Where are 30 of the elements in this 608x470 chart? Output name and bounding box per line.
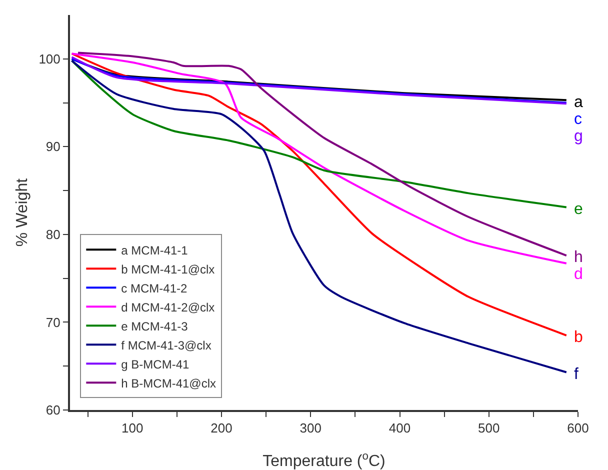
x-tick-label: 600 bbox=[567, 420, 589, 436]
legend-label: g B-MCM-41 bbox=[121, 357, 190, 372]
legend-label: f MCM-41-3@clx bbox=[121, 338, 212, 352]
y-tick-label: 100 bbox=[38, 51, 60, 66]
legend-label: e MCM-41-3 bbox=[121, 319, 188, 334]
x-tick-label: 500 bbox=[478, 420, 500, 436]
annotation: d bbox=[574, 266, 583, 283]
x-tick-label: 400 bbox=[388, 420, 411, 436]
x-tick-label: 300 bbox=[300, 420, 322, 436]
annotation: g bbox=[574, 128, 583, 145]
y-tick-label: 90 bbox=[46, 139, 60, 154]
y-tick-label: 80 bbox=[46, 226, 60, 242]
annotation: h bbox=[574, 249, 583, 266]
x-tick-label: 200 bbox=[210, 420, 232, 436]
legend-label: c MCM-41-2 bbox=[121, 281, 188, 296]
annotation: a bbox=[574, 94, 583, 111]
annotation: b bbox=[574, 329, 583, 346]
legend-label: a MCM-41-1 bbox=[121, 243, 188, 258]
line-series bbox=[70, 60, 568, 208]
annotation: c bbox=[574, 111, 582, 128]
legend-label: d MCM-41-2@clx bbox=[121, 300, 215, 314]
y-tick-label: 70 bbox=[46, 314, 60, 330]
annotation: f bbox=[574, 366, 579, 383]
annotation: e bbox=[574, 201, 583, 218]
legend-label: h B-MCM-41@clx bbox=[121, 376, 216, 390]
legend-label: b MCM-41-1@clx bbox=[121, 262, 215, 276]
x-tick-label: 100 bbox=[122, 420, 144, 436]
y-tick-label: 60 bbox=[46, 402, 60, 418]
y-axis-title: % Weight bbox=[14, 178, 31, 247]
x-axis-title: Temperature ($^{o}$C) bbox=[262, 450, 386, 470]
